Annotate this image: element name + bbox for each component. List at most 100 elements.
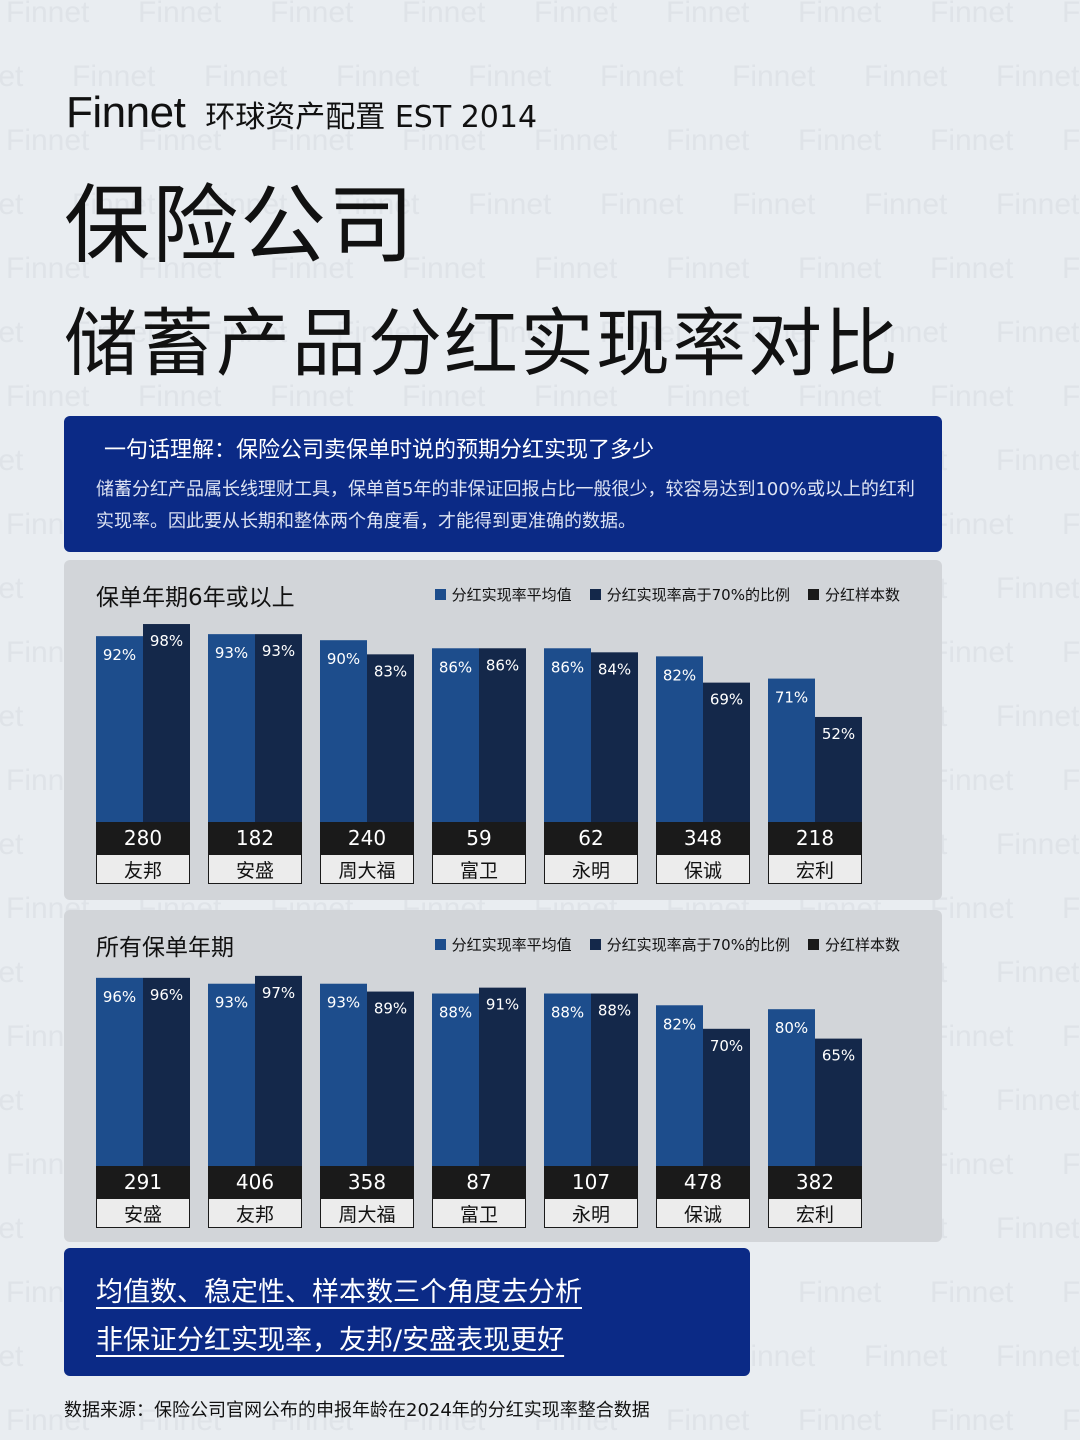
category-label-cell bbox=[432, 854, 526, 884]
chart-title: 保单年期6年或以上 bbox=[96, 585, 295, 611]
watermark-text: Finnet bbox=[930, 1020, 1014, 1053]
category-label-cell bbox=[96, 1198, 190, 1228]
data-label-above70: 96% bbox=[150, 986, 183, 1004]
bar-average bbox=[208, 634, 255, 822]
data-label-average: 88% bbox=[551, 1004, 584, 1022]
sample-count-cell bbox=[656, 1166, 750, 1198]
sample-count-label: 358 bbox=[348, 1170, 386, 1194]
bar-average bbox=[656, 656, 703, 822]
category-label: 富卫 bbox=[460, 1204, 498, 1226]
watermark-text: Finnet bbox=[930, 124, 1014, 157]
brand-logo: Finnet bbox=[66, 88, 186, 137]
watermark-text: Finnet bbox=[1062, 380, 1080, 413]
bar-above70 bbox=[479, 648, 526, 822]
bar-above70 bbox=[255, 975, 302, 1166]
watermark-text: Finnet bbox=[1062, 508, 1080, 541]
watermark-text: Finnet bbox=[864, 1340, 948, 1373]
data-label-above70: 83% bbox=[374, 662, 407, 680]
watermark-text: Finnet bbox=[930, 892, 1014, 925]
bar-average bbox=[320, 983, 367, 1166]
watermark-text: Finnet bbox=[996, 1340, 1080, 1373]
watermark-text: Finnet bbox=[468, 188, 552, 221]
category-label: 友邦 bbox=[236, 1204, 274, 1226]
sample-count-cell bbox=[320, 1166, 414, 1198]
bar-above70 bbox=[815, 716, 862, 822]
data-label-average: 90% bbox=[327, 650, 360, 668]
data-label-average: 92% bbox=[103, 646, 136, 664]
legend-item-sample: 分红样本数 bbox=[807, 934, 900, 955]
page-subtitle: 储蓄产品分红实现率对比 bbox=[64, 301, 900, 387]
category-label: 富卫 bbox=[460, 860, 498, 882]
sample-count-label: 478 bbox=[684, 1170, 722, 1194]
data-label-average: 82% bbox=[663, 1015, 696, 1033]
bar-above70 bbox=[703, 682, 750, 822]
legend-swatch-sample bbox=[807, 939, 819, 950]
category-label: 永明 bbox=[572, 860, 610, 882]
watermark-text: Finnet bbox=[798, 124, 882, 157]
watermark-text: Finnet bbox=[996, 828, 1080, 861]
watermark-text: Finnet bbox=[402, 0, 486, 29]
sample-count-label: 107 bbox=[572, 1170, 610, 1194]
bar-above70 bbox=[255, 634, 302, 822]
legend-swatch-sample bbox=[807, 589, 819, 600]
bar-average bbox=[768, 678, 815, 822]
watermark-text: Finnet bbox=[600, 188, 684, 221]
legend-item-above70: 分红实现率高于70%的比例 bbox=[589, 584, 790, 605]
data-label-average: 86% bbox=[439, 658, 472, 676]
watermark-text: Finnet bbox=[0, 956, 24, 989]
sample-count-cell bbox=[544, 1166, 638, 1198]
watermark-text: Finnet bbox=[996, 956, 1080, 989]
watermark-text: Finnet bbox=[996, 700, 1080, 733]
chart-legend: 分红实现率平均值 分红实现率高于70%的比例 分红样本数 bbox=[417, 584, 900, 605]
data-label-above70: 97% bbox=[262, 984, 295, 1002]
chart-panel-all-terms: 所有保单年期 分红实现率平均值 分红实现率高于70%的比例 分红样本数 96% 9… bbox=[64, 910, 942, 1242]
watermark-text: Finnet bbox=[138, 0, 222, 29]
bar-average bbox=[768, 1009, 815, 1166]
sample-count-label: 62 bbox=[578, 826, 603, 850]
watermark-text: Finnet bbox=[1062, 892, 1080, 925]
bar-average bbox=[656, 1005, 703, 1166]
data-label-above70: 84% bbox=[598, 660, 631, 678]
sample-count-cell bbox=[656, 822, 750, 854]
legend-item-sample: 分红样本数 bbox=[807, 584, 900, 605]
watermark-text: Finnet bbox=[1062, 1404, 1080, 1437]
data-label-above70: 52% bbox=[822, 725, 855, 743]
sample-count-cell bbox=[768, 822, 862, 854]
watermark-text: Finnet bbox=[0, 572, 24, 605]
sample-count-label: 240 bbox=[348, 826, 386, 850]
data-label-above70: 98% bbox=[150, 632, 183, 650]
sample-count-cell bbox=[544, 822, 638, 854]
watermark-text: Finnet bbox=[6, 0, 90, 29]
data-label-average: 88% bbox=[439, 1004, 472, 1022]
sample-count-label: 348 bbox=[684, 826, 722, 850]
watermark-text: Finnet bbox=[534, 0, 618, 29]
data-label-above70: 65% bbox=[822, 1047, 855, 1065]
category-label-cell bbox=[320, 854, 414, 884]
watermark-text: Finnet bbox=[666, 124, 750, 157]
watermark-text: Finnet bbox=[1062, 124, 1080, 157]
bar-average bbox=[320, 640, 367, 822]
legend-item-average: 分红实现率平均值 bbox=[434, 934, 572, 955]
sample-count-cell bbox=[320, 822, 414, 854]
watermark-text: Finnet bbox=[1062, 636, 1080, 669]
watermark-text: Finnet bbox=[534, 252, 618, 285]
sample-count-cell bbox=[432, 1166, 526, 1198]
summary-box: 一句话理解：保险公司卖保单时说的预期分红实现了多少 储蓄分红产品属长线理财工具，… bbox=[64, 416, 942, 552]
watermark-text: Finnet bbox=[0, 828, 24, 861]
sample-count-label: 382 bbox=[796, 1170, 834, 1194]
sample-count-cell bbox=[96, 822, 190, 854]
watermark-text: Finnet bbox=[930, 380, 1014, 413]
watermark-text: Finnet bbox=[864, 188, 948, 221]
bar-above70 bbox=[143, 977, 190, 1166]
watermark-text: Finnet bbox=[1062, 1276, 1080, 1309]
chart-title: 所有保单年期 bbox=[96, 935, 234, 961]
legend-item-average: 分红实现率平均值 bbox=[434, 584, 572, 605]
bar-average bbox=[208, 983, 255, 1166]
watermark-text: Finnet bbox=[996, 572, 1080, 605]
watermark-text: Finnet bbox=[1062, 764, 1080, 797]
conclusion-box: 均值数、稳定性、样本数三个角度去分析 非保证分红实现率，友邦/安盛表现更好 bbox=[64, 1248, 750, 1376]
conclusion-line-2: 非保证分红实现率，友邦/安盛表现更好 bbox=[96, 1325, 565, 1356]
category-label: 保诚 bbox=[684, 1204, 722, 1226]
bar-above70 bbox=[367, 991, 414, 1166]
watermark-text: Finnet bbox=[864, 60, 948, 93]
